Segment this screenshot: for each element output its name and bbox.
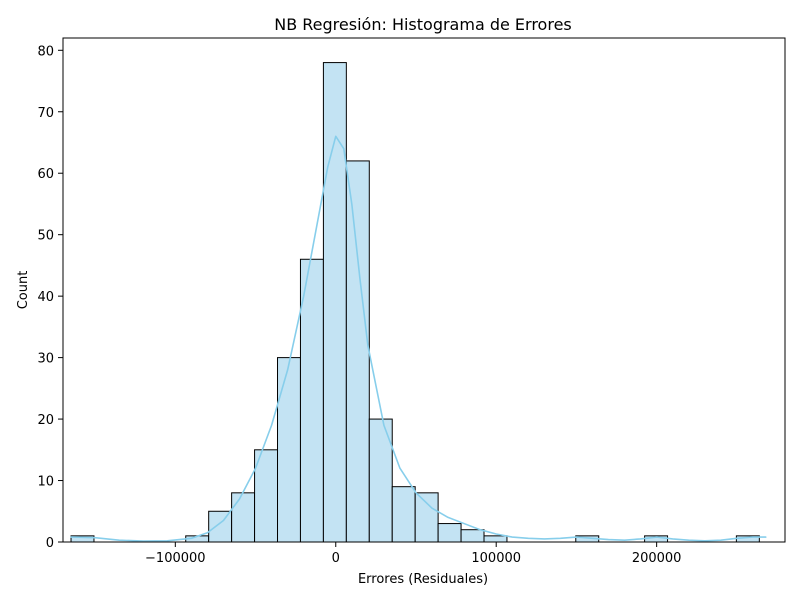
histogram-bar (414, 492, 439, 543)
plot-area (62, 37, 786, 543)
histogram-bar (208, 510, 233, 543)
y-tick-label: 60 (37, 167, 54, 182)
histogram-bar (231, 492, 256, 543)
histogram-bar (322, 62, 347, 543)
y-tick-label: 20 (37, 413, 54, 428)
y-tick-label: 50 (37, 229, 54, 244)
x-axis-label: Errores (Residuales) (358, 572, 488, 587)
y-tick-label: 30 (37, 352, 54, 367)
y-tick-label: 70 (37, 106, 54, 121)
y-tick-label: 10 (37, 475, 54, 490)
y-tick-label: 0 (46, 536, 54, 551)
y-axis-label: Count (16, 271, 31, 310)
y-axis: 0 10 20 30 40 50 60 70 80 (37, 44, 63, 551)
chart-title: NB Regresión: Histograma de Errores (274, 15, 572, 34)
x-tick-label: 200000 (632, 551, 682, 566)
histogram-bar (345, 160, 370, 543)
y-tick-label: 80 (37, 44, 54, 59)
x-tick-label: 0 (332, 551, 340, 566)
x-tick-label: 100000 (471, 551, 521, 566)
histogram-bar (391, 486, 416, 543)
histogram-bar (483, 535, 508, 543)
histogram-bar (299, 258, 324, 543)
histogram-bar (437, 523, 462, 543)
kde-line (70, 135, 767, 542)
y-tick-label: 40 (37, 290, 54, 305)
x-axis: −100000 0 100000 200000 (145, 542, 681, 566)
plot-frame (62, 37, 786, 543)
histogram-bar (277, 357, 301, 543)
histogram-bar (460, 529, 485, 543)
x-tick-label: −100000 (145, 551, 206, 566)
